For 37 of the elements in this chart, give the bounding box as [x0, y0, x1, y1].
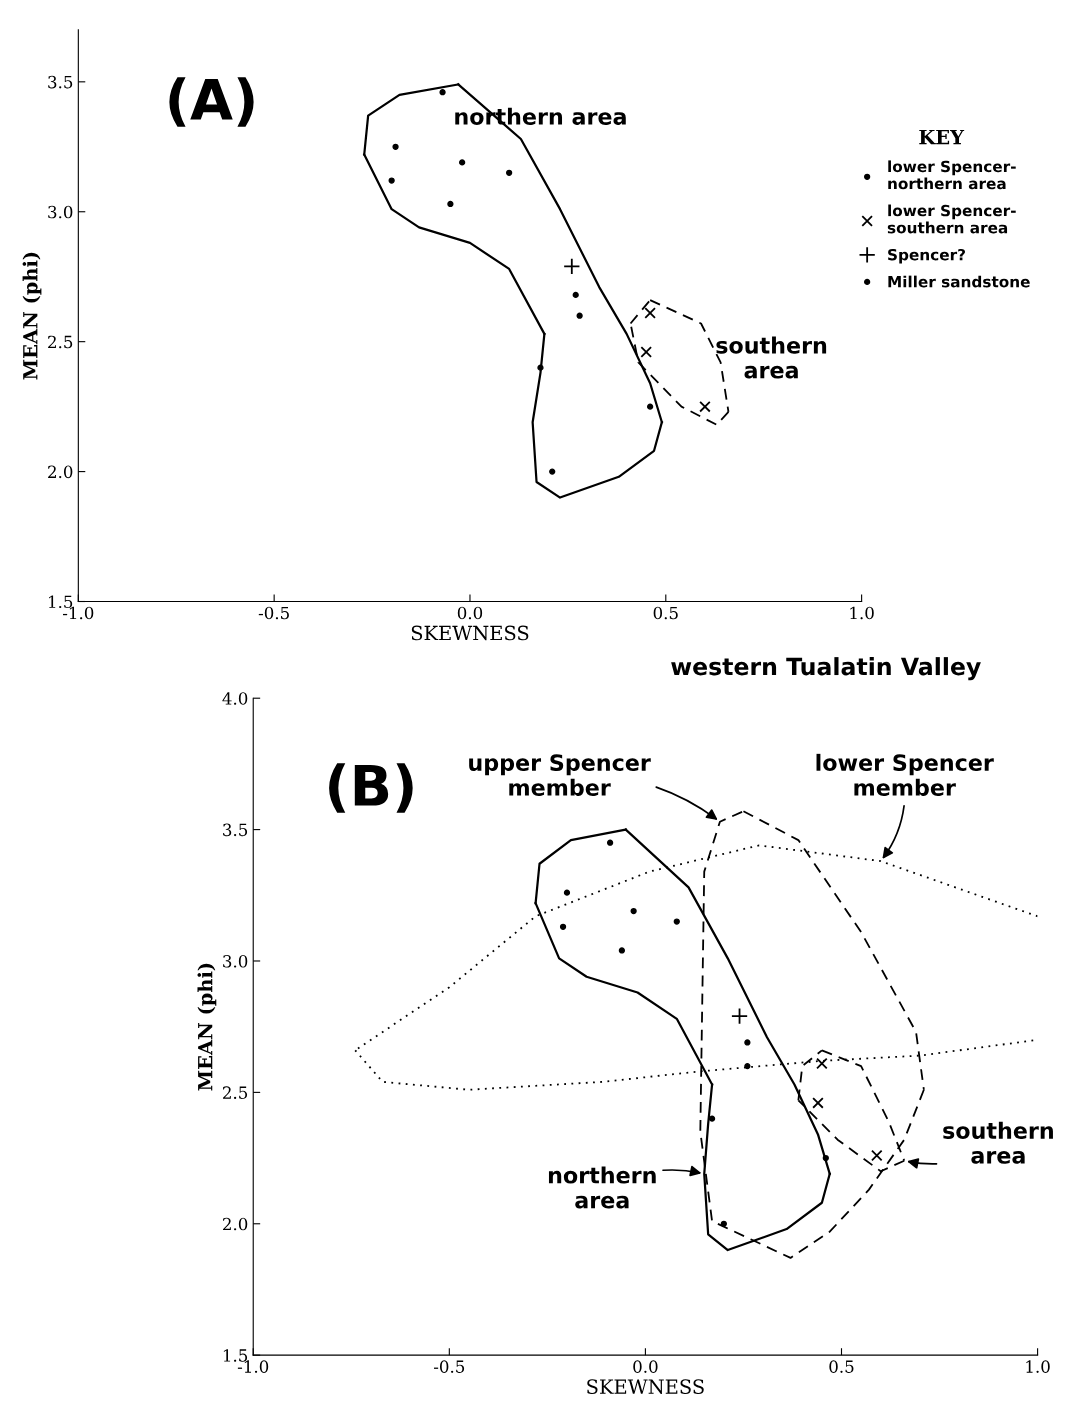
y-axis-title: MEAN (phi)	[197, 963, 217, 1091]
annotation: southern area	[716, 336, 827, 379]
y-tick-label: 2.0	[48, 465, 73, 479]
x-tick-label: -1.0	[237, 1360, 269, 1373]
x-tick-label: 0.5	[653, 606, 678, 620]
annotation: northern area	[548, 1166, 656, 1209]
x-tick-label: -1.0	[62, 606, 94, 620]
y-axis-title: MEAN (phi)	[22, 252, 42, 380]
y-tick-label: 4.0	[222, 692, 248, 705]
chart-subtitle: western Tualatin Valley	[671, 657, 981, 681]
y-tick-label: 3.5	[48, 75, 73, 89]
y-tick-label: 2.0	[222, 1217, 248, 1231]
x-axis-title: SKEWNESS	[587, 1379, 704, 1394]
y-tick-label: 2.5	[222, 1086, 248, 1099]
legend-label: Spencer?	[888, 248, 966, 264]
legend-label: Miller sandstone	[888, 275, 1030, 288]
annotation: (A)	[169, 77, 254, 127]
x-axis-title: SKEWNESS	[411, 625, 529, 641]
annotation: upper Spencer member	[469, 754, 651, 796]
x-tick-label: -0.5	[433, 1360, 465, 1373]
annotation: (B)	[329, 763, 413, 813]
x-tick-label: 0.0	[457, 606, 483, 620]
y-tick-label: 3.0	[223, 954, 248, 968]
x-tick-label: 0.5	[829, 1360, 854, 1373]
legend-label: lower Spencer- northern area	[888, 160, 1016, 190]
annotation: southern area	[943, 1121, 1053, 1164]
y-tick-label: 3.5	[223, 823, 248, 837]
x-tick-label: 0.0	[633, 1360, 658, 1373]
legend-label: lower Spencer- southern area	[887, 204, 1016, 234]
y-tick-label: 1.5	[223, 1349, 248, 1362]
annotation: lower Spencer member	[816, 753, 994, 796]
y-tick-label: 3.0	[48, 205, 73, 219]
legend-title: KEY	[919, 129, 965, 145]
x-tick-label: 1.0	[1026, 1360, 1050, 1373]
x-tick-label: 1.0	[850, 606, 874, 620]
x-tick-label: -0.5	[258, 606, 289, 620]
y-tick-label: 2.5	[48, 335, 73, 349]
